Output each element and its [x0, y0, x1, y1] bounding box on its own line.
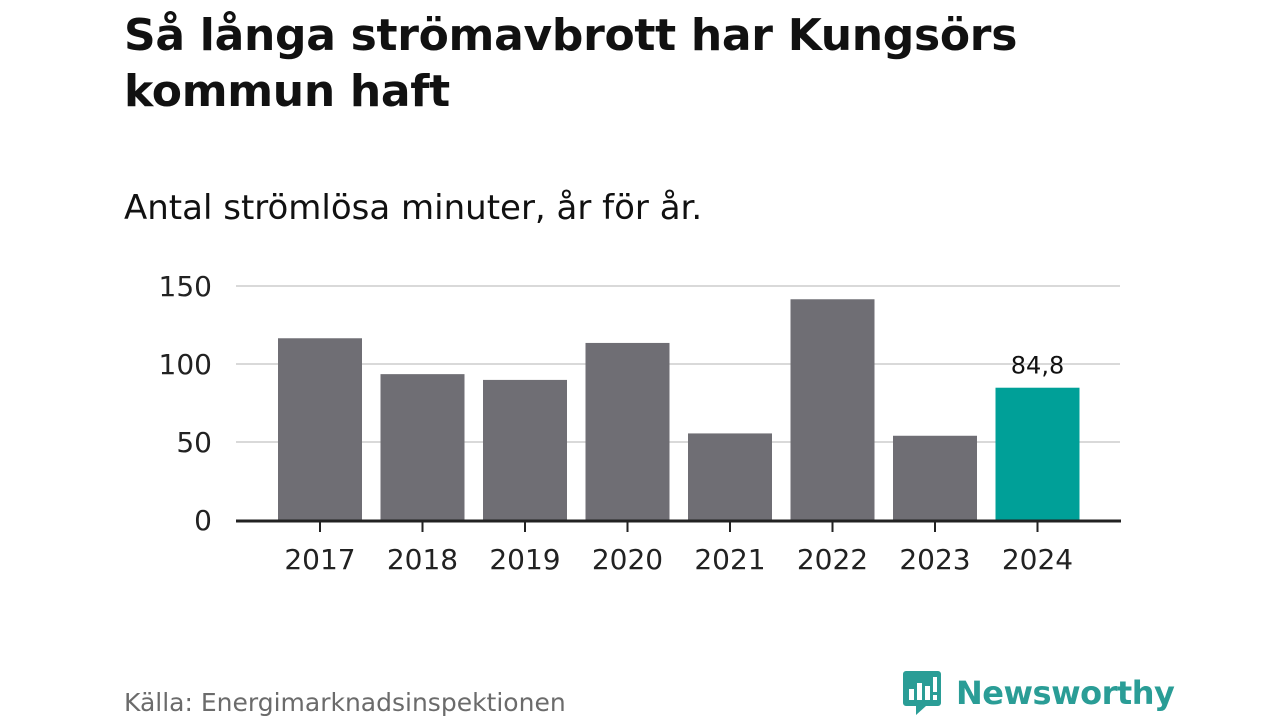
newsworthy-logo-icon — [903, 671, 941, 715]
bar-2020 — [585, 342, 670, 520]
y-tick-label: 50 — [176, 426, 212, 459]
brand-name: Newsworthy — [956, 674, 1175, 712]
x-tick-label-2019: 2019 — [489, 543, 560, 576]
bar-2024 — [995, 387, 1080, 520]
x-tick-label-2024: 2024 — [1002, 543, 1073, 576]
y-tick-label: 150 — [159, 270, 212, 303]
bar-2019 — [483, 379, 567, 520]
x-tick-label-2023: 2023 — [899, 543, 970, 576]
bar-2021 — [688, 433, 772, 520]
x-tick-label-2022: 2022 — [797, 543, 868, 576]
bar-2022 — [790, 299, 875, 520]
source-note: Källa: Energimarknadsinspektionen — [124, 688, 566, 717]
chart-title: Så långa strömavbrott har Kungsörs kommu… — [124, 10, 1018, 117]
data-label-2024: 84,8 — [1011, 352, 1064, 380]
bar-2017 — [278, 338, 362, 520]
x-tick-label-2021: 2021 — [694, 543, 765, 576]
y-tick-label: 0 — [194, 504, 212, 537]
bar-2023 — [893, 435, 977, 520]
y-tick-label: 100 — [159, 348, 212, 381]
chart-subtitle: Antal strömlösa minuter, år för år. — [124, 188, 703, 228]
x-tick-label-2018: 2018 — [387, 543, 458, 576]
bar-2018 — [380, 374, 465, 520]
x-tick-label-2020: 2020 — [592, 543, 663, 576]
x-tick-label-2017: 2017 — [284, 543, 355, 576]
newsworthy-brand: Newsworthy — [902, 668, 1175, 718]
